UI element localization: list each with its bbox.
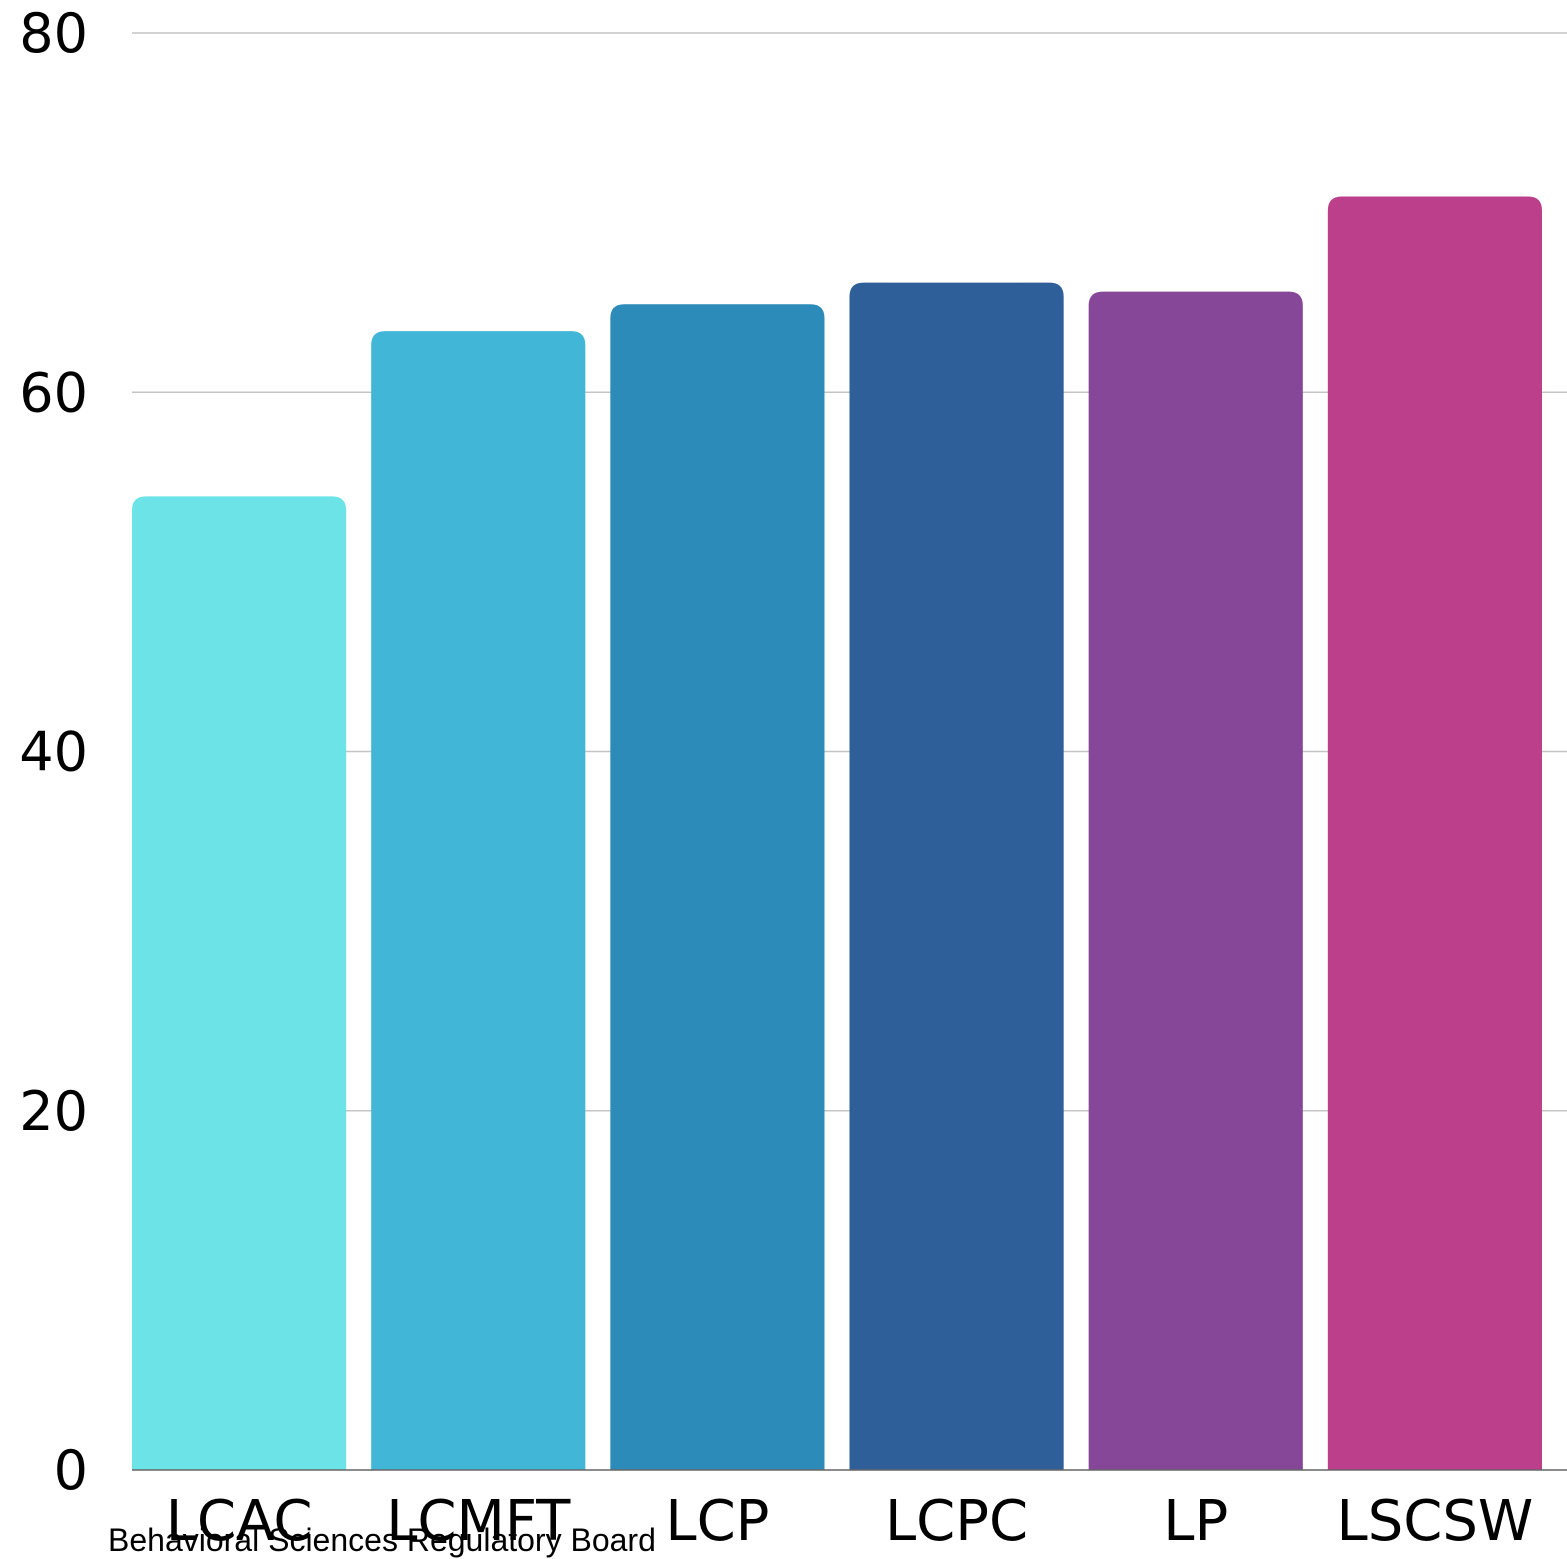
x-tick-label-lcac: LCAC	[166, 1489, 313, 1554]
x-tick-label-lp: LP	[1163, 1489, 1228, 1554]
source-note: Behavioral Sciences Regulatory Board	[108, 1522, 656, 1558]
x-tick-label-lcmft: LCMFT	[386, 1489, 571, 1554]
x-tick-label-lcp: LCP	[665, 1489, 769, 1554]
bar-lcpc	[849, 282, 1064, 1471]
bar-lp	[1088, 291, 1303, 1470]
bar-lscsw	[1327, 196, 1542, 1471]
x-tick-label-lscsw: LSCSW	[1337, 1489, 1534, 1554]
y-tick-label-60: 60	[19, 361, 88, 424]
y-tick-label-40: 40	[19, 721, 88, 784]
bar-lcp	[610, 304, 825, 1470]
axes: 0 20 40 60 80 LCAC LCMFT LCP LCPC LP LSCSW	[19, 2, 1567, 1554]
y-tick-label-0: 0	[54, 1439, 88, 1502]
bar-lcac	[132, 496, 347, 1470]
x-tick-label-lcpc: LCPC	[885, 1489, 1028, 1554]
bars	[132, 196, 1542, 1471]
bar-lcmft	[371, 331, 586, 1470]
y-tick-label-80: 80	[19, 2, 88, 65]
y-tick-label-20: 20	[19, 1080, 88, 1143]
